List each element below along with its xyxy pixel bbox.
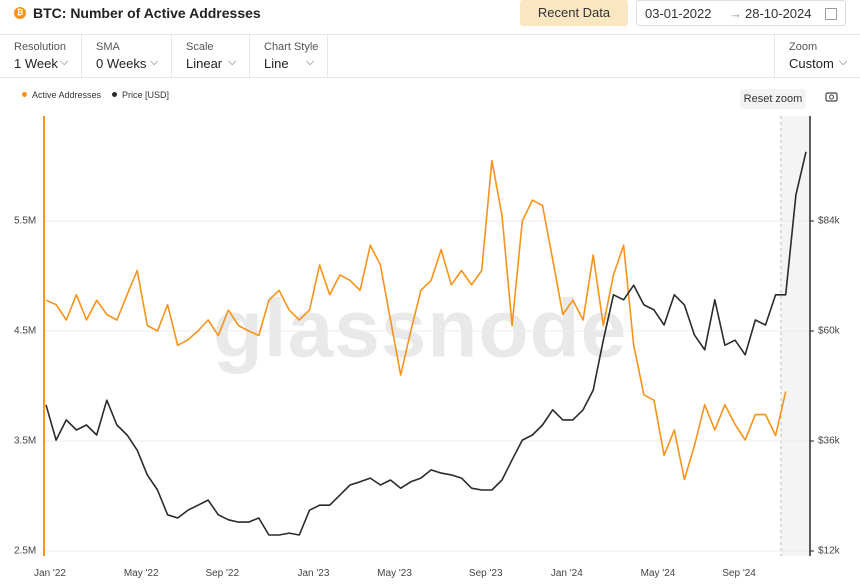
chevron: ⌵ — [839, 56, 848, 68]
series-line — [45, 151, 807, 536]
control-value: Linear — [186, 56, 223, 71]
legend-item[interactable]: Price [USD] — [112, 90, 169, 100]
x-tick-label: May '23 — [377, 568, 412, 579]
date-range[interactable]: 03-01-2022 → 28-10-2024 — [636, 0, 846, 26]
camera-lens — [829, 94, 834, 100]
y-tick-label: 5.5M — [14, 216, 36, 227]
series-line — [45, 159, 787, 481]
chevron: ⌵ — [60, 56, 69, 68]
control-value: Custom — [789, 56, 834, 71]
x-tick-label: Sep '23 — [469, 568, 503, 579]
control-label: Scale — [186, 41, 214, 53]
recent-data-button[interactable]: Recent Data — [520, 0, 628, 26]
control-label: SMA — [96, 41, 120, 53]
x-tick-label: Sep '24 — [722, 568, 756, 579]
future-shade — [781, 116, 810, 556]
control-label: Zoom — [789, 41, 818, 53]
calendar-icon[interactable] — [825, 8, 837, 20]
y2-tick-label: $84k — [818, 216, 841, 227]
control[interactable]: Chart Style Line ⌵ — [250, 35, 328, 77]
watermark: glassnode — [213, 284, 628, 375]
y2-tick-label: $12k — [818, 546, 841, 557]
chevron: ⌵ — [150, 56, 159, 68]
x-tick-label: Jan '22 — [34, 568, 66, 579]
reset-zoom-label: Reset zoom — [743, 93, 803, 105]
date-to: 28-10-2024 — [745, 6, 812, 21]
x-tick-label: Jan '23 — [297, 568, 329, 579]
x-tick-label: May '24 — [641, 568, 676, 579]
control[interactable]: Resolution 1 Week ⌵ — [0, 35, 82, 77]
control[interactable]: SMA 0 Weeks ⌵ — [82, 35, 172, 77]
x-tick-label: Sep '22 — [205, 568, 239, 579]
y2-tick-label: $36k — [818, 436, 841, 447]
chevron: ⌵ — [228, 56, 237, 68]
y-tick-label: 4.5M — [14, 326, 36, 337]
date-from: 03-01-2022 — [645, 6, 712, 21]
control-value: 0 Weeks — [96, 56, 147, 71]
recent-data-label: Recent Data — [537, 5, 611, 20]
legend-dot — [22, 92, 27, 97]
x-tick-label: May '22 — [124, 568, 159, 579]
y-tick-label: 3.5M — [14, 436, 36, 447]
control-label: Chart Style — [264, 41, 319, 53]
y2-tick-label: $60k — [818, 326, 841, 337]
legend-item[interactable]: Active Addresses — [22, 90, 101, 100]
title: BTC: Number of Active Addresses — [33, 5, 261, 21]
camera-icon[interactable] — [825, 92, 838, 102]
control[interactable]: Scale Linear ⌵ — [172, 35, 250, 77]
chevron: ⌵ — [306, 56, 315, 68]
control-label: Resolution — [14, 41, 66, 53]
controls: Resolution 1 Week ⌵ SMA 0 Weeks ⌵ Scale Linear ⌵… — [0, 34, 860, 78]
control-value: 1 Week — [14, 56, 58, 71]
date-arrow: → — [729, 6, 742, 21]
coin-icon: ₿ — [14, 7, 26, 19]
plot: glassnode 2.5M 3.5M 4.5M 5.5M $12k $36k $60k $84… — [14, 116, 841, 579]
x-tick-label: Jan '24 — [551, 568, 583, 579]
legend-dot — [112, 92, 117, 97]
legend-label: Price [USD] — [122, 90, 170, 100]
control-value: Line — [264, 56, 289, 71]
header: ₿ BTC: Number of Active Addresses Recent… — [0, 0, 860, 28]
reset-zoom-button[interactable]: Reset zoom — [740, 89, 806, 109]
y-tick-label: 2.5M — [14, 546, 36, 557]
legend-label: Active Addresses — [32, 90, 102, 100]
control[interactable]: Zoom Custom ⌵ — [774, 35, 860, 77]
